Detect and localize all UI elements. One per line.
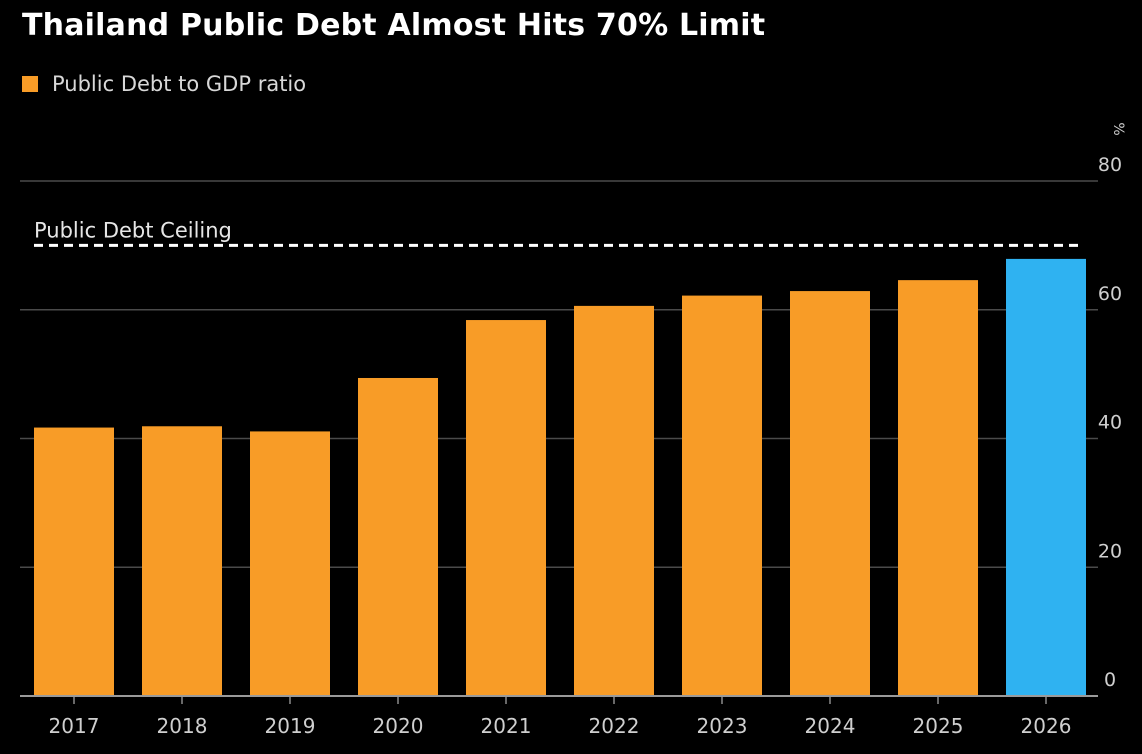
bar <box>358 377 438 696</box>
bar <box>250 431 330 696</box>
bar <box>466 320 546 696</box>
legend-label: Public Debt to GDP ratio <box>52 72 307 96</box>
legend: Public Debt to GDP ratio <box>22 72 306 96</box>
y-tick-label: 60 <box>1098 283 1122 305</box>
y-unit-label: % <box>1110 122 1126 135</box>
bar <box>790 291 870 696</box>
x-tick-label: 2023 <box>697 714 748 738</box>
x-tick-label: 2020 <box>373 714 424 738</box>
x-tick-label: 2018 <box>157 714 208 738</box>
bar <box>34 427 114 696</box>
x-tick-label: 2022 <box>589 714 640 738</box>
bar <box>142 426 222 696</box>
y-tick-label: 80 <box>1098 154 1122 176</box>
bar <box>574 305 654 696</box>
bar <box>898 280 978 696</box>
x-tick-label: 2025 <box>913 714 964 738</box>
x-tick-label: 2017 <box>49 714 100 738</box>
bar <box>1006 258 1086 696</box>
y-tick-label: 40 <box>1098 412 1122 434</box>
y-tick-label: 20 <box>1098 540 1122 562</box>
legend-swatch <box>22 76 38 92</box>
bar <box>682 295 762 696</box>
chart-title: Thailand Public Debt Almost Hits 70% Lim… <box>22 8 766 43</box>
x-tick-label: 2019 <box>265 714 316 738</box>
x-tick-label: 2026 <box>1021 714 1072 738</box>
x-tick-label: 2021 <box>481 714 532 738</box>
x-tick-label: 2024 <box>805 714 856 738</box>
y-tick-label: 0 <box>1104 669 1116 691</box>
ceiling-label: Public Debt Ceiling <box>34 218 232 242</box>
